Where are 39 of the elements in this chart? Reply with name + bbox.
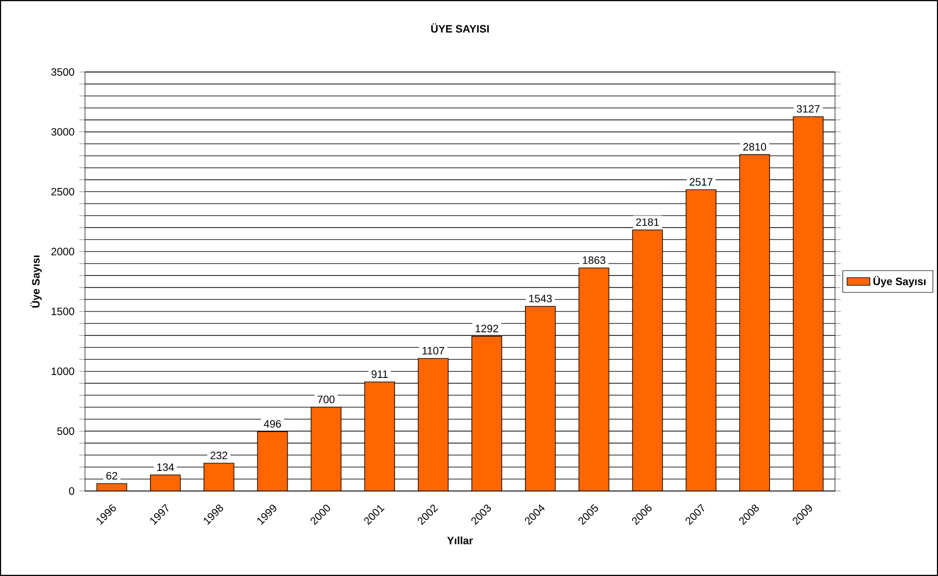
y-axis-title: Üye Sayısı bbox=[30, 256, 42, 308]
y-tick-label: 1000 bbox=[52, 368, 74, 376]
bar bbox=[150, 474, 181, 491]
y-tick-label: 1500 bbox=[52, 308, 74, 316]
bar bbox=[471, 336, 502, 491]
x-axis-title: Yıllar bbox=[447, 536, 473, 544]
bar bbox=[792, 116, 824, 491]
data-label: 496 bbox=[264, 420, 281, 428]
y-tick-label: 2000 bbox=[51, 248, 74, 256]
bar bbox=[525, 306, 556, 491]
y-tick-label: 3500 bbox=[51, 68, 74, 76]
bar bbox=[739, 154, 770, 491]
data-label: 134 bbox=[157, 463, 174, 471]
bar bbox=[204, 462, 234, 491]
y-tick-label: 2500 bbox=[51, 188, 74, 196]
legend-label: Üye Sayısı bbox=[874, 276, 926, 288]
bar bbox=[632, 230, 663, 491]
y-tick-label: 3000 bbox=[51, 128, 74, 136]
bar bbox=[364, 382, 395, 491]
data-label: 700 bbox=[318, 396, 335, 404]
data-label: 2181 bbox=[636, 218, 659, 226]
data-label: 2517 bbox=[690, 178, 712, 186]
bar bbox=[257, 431, 288, 491]
bar bbox=[578, 268, 610, 491]
data-label: 232 bbox=[210, 452, 228, 460]
data-label: 62 bbox=[106, 472, 118, 480]
data-label: 3127 bbox=[796, 105, 820, 113]
data-label: 1107 bbox=[422, 346, 444, 354]
bar bbox=[686, 189, 716, 491]
bar bbox=[310, 406, 342, 491]
data-label: 1863 bbox=[582, 256, 606, 264]
y-tick-label: 0 bbox=[69, 487, 74, 495]
data-label: 1543 bbox=[529, 294, 552, 302]
data-label: 1292 bbox=[476, 324, 498, 332]
y-tick-label: 500 bbox=[57, 427, 74, 435]
bar bbox=[418, 358, 449, 491]
data-label: 911 bbox=[372, 370, 388, 378]
chart-title: ÜYE SAYISI bbox=[431, 23, 489, 33]
data-label: 2810 bbox=[743, 143, 766, 151]
